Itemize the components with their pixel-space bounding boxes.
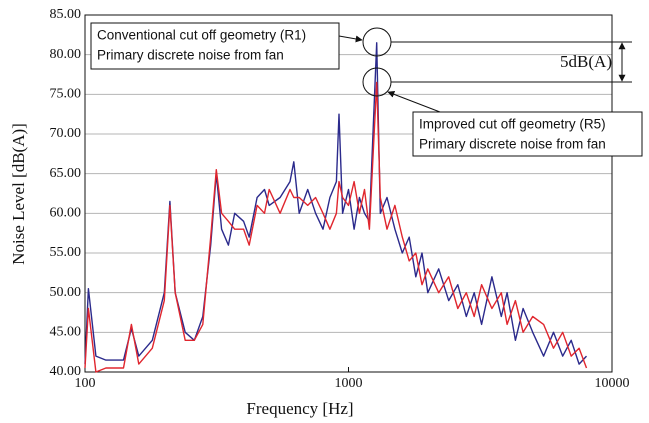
y-tick-label: 75.00: [50, 87, 82, 102]
x-axis-label: Frequency [Hz]: [246, 399, 353, 418]
y-tick-label: 40.00: [50, 364, 82, 379]
annotation: Improved cut off geometry (R5): [419, 117, 606, 132]
y-tick-label: 85.00: [50, 7, 82, 22]
y-tick-label: 70.00: [50, 126, 82, 141]
annotation-box: [412, 111, 643, 157]
x-tick-label: 100: [75, 376, 96, 391]
series-line: [84, 42, 588, 365]
series-line: [84, 81, 588, 373]
y-tick-label: 50.00: [50, 285, 82, 300]
annotation-arrow: [338, 35, 363, 43]
annotation: Conventional cut off geometry (R1): [97, 28, 306, 43]
y-tick-label: 80.00: [50, 47, 82, 62]
annotation-box: [90, 22, 340, 70]
y-tick-label: 55.00: [50, 245, 82, 260]
y-tick-label: 65.00: [50, 166, 82, 181]
y-tick-label: 60.00: [50, 206, 82, 221]
x-tick-label: 10000: [595, 376, 630, 391]
y-tick-label: 45.00: [50, 325, 82, 340]
y-axis-label: Noise Level [dB(A)]: [9, 123, 28, 265]
annotation: Primary discrete noise from fan: [419, 137, 606, 152]
x-tick-label: 1000: [335, 376, 363, 391]
annotation-arrow: [387, 90, 441, 113]
plot-frame: [84, 14, 613, 373]
annotation: 5dB(A): [560, 52, 612, 71]
annotation: Primary discrete noise from fan: [97, 48, 284, 63]
